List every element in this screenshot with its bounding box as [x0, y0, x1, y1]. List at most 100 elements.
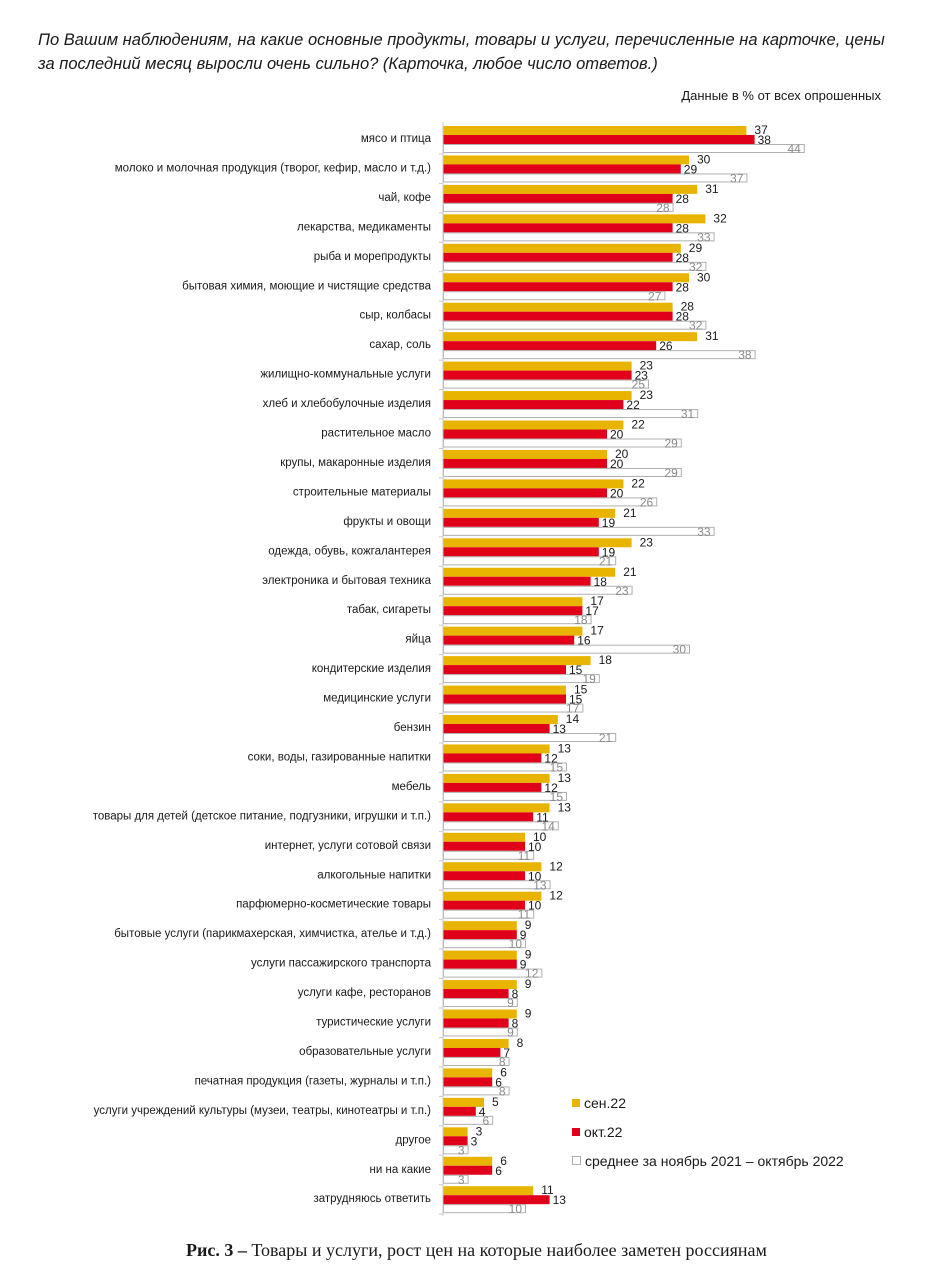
survey-question: По Вашим наблюдениям, на какие основные … [38, 31, 885, 73]
value-label-avg: 30 [673, 643, 687, 657]
bar-oct [443, 1136, 468, 1146]
bar-sep [443, 685, 566, 695]
category-label: алкогольные напитки [317, 869, 431, 881]
category-label: хлеб и хлебобулочные изделия [263, 398, 431, 410]
value-label-avg: 11 [518, 908, 531, 922]
chart-row: туристические услуги 989 [316, 1007, 532, 1040]
value-label-sep: 30 [697, 270, 711, 284]
units-note: Данные в % от всех опрошенных [681, 88, 881, 103]
category-label: кондитерские изделия [312, 663, 431, 675]
value-label-sep: 15 [574, 683, 588, 697]
value-label-sep: 23 [640, 535, 654, 549]
chart-row: образовательные услуги 878 [299, 1036, 523, 1069]
value-label-oct: 10 [528, 869, 542, 883]
chart-row: другое 333 [396, 1124, 483, 1157]
value-label-oct: 20 [610, 486, 624, 500]
value-label-oct: 13 [553, 1193, 567, 1207]
chart-row: товары для детей (детское питание, подгу… [93, 800, 572, 833]
bar-avg [443, 467, 682, 477]
value-label-oct: 11 [536, 810, 549, 824]
bar-sep [443, 508, 616, 518]
category-label: растительное масло [321, 428, 431, 440]
legend-label-sep: сен.22 [584, 1094, 626, 1111]
category-label: товары для детей (детское питание, подгу… [93, 810, 431, 822]
category-label: чай, кофе [378, 192, 431, 204]
value-label-sep: 37 [754, 123, 768, 137]
value-label-sep: 9 [525, 977, 532, 991]
legend-label-avg: среднее за ноябрь 2021 – октябрь 2022 [585, 1152, 844, 1169]
caption-prefix: Рис. 3 – [186, 1240, 247, 1260]
legend-item-oct: окт.22 [572, 1117, 844, 1146]
bar-oct [443, 871, 525, 881]
bar-oct [443, 341, 657, 351]
bar-oct [443, 1047, 501, 1057]
value-label-sep: 21 [623, 506, 637, 520]
category-label: сахар, соль [369, 339, 431, 351]
value-label-oct: 3 [471, 1134, 478, 1148]
value-label-avg: 23 [615, 584, 629, 598]
bar-avg [443, 173, 748, 183]
bar-oct [443, 1106, 476, 1116]
value-label-oct: 38 [758, 133, 772, 147]
legend-swatch-avg [572, 1156, 581, 1165]
value-label-oct: 10 [528, 840, 542, 854]
value-label-oct: 15 [569, 663, 583, 677]
value-label-oct: 15 [569, 693, 583, 707]
value-label-oct: 26 [659, 339, 673, 353]
value-label-oct: 19 [602, 516, 616, 530]
bar-avg [443, 438, 682, 448]
value-label-sep: 28 [681, 300, 695, 314]
value-label-avg: 25 [632, 378, 646, 392]
bar-sep [443, 950, 517, 960]
value-label-oct: 28 [676, 280, 690, 294]
value-label-sep: 23 [640, 388, 654, 402]
value-label-sep: 12 [549, 889, 563, 903]
category-label: рыба и морепродукты [314, 251, 431, 263]
bar-oct [443, 841, 525, 851]
chart-row: строительные материалы 22 20 26 [293, 476, 658, 509]
category-label: туристические услуги [316, 1017, 431, 1029]
value-label-sep: 17 [590, 624, 604, 638]
bar-oct [443, 1195, 550, 1205]
value-label-oct: 23 [635, 369, 649, 383]
bar-sep [443, 361, 632, 371]
legend-item-sep: сен.22 [572, 1088, 844, 1117]
value-label-sep: 32 [713, 211, 727, 225]
bar-avg [443, 144, 805, 153]
value-label-sep: 30 [697, 152, 711, 166]
value-label-oct: 20 [610, 428, 624, 442]
value-label-sep: 17 [590, 594, 604, 608]
value-label-avg: 44 [787, 142, 801, 156]
value-label-avg: 33 [697, 525, 711, 539]
bar-sep [443, 567, 616, 577]
chart-row: чай, кофе 31 28 28 [378, 182, 718, 215]
value-label-oct: 7 [503, 1046, 510, 1060]
value-label-avg: 11 [518, 849, 531, 863]
value-label-avg: 32 [689, 319, 703, 333]
value-label-avg: 3 [458, 1143, 465, 1157]
legend-swatch-oct [572, 1127, 580, 1136]
category-label: другое [396, 1134, 431, 1146]
value-label-avg: 9 [507, 996, 514, 1010]
bar-sep [443, 832, 525, 842]
value-label-avg: 15 [550, 760, 564, 774]
bar-avg [443, 379, 649, 389]
bar-avg [443, 703, 584, 713]
value-label-oct: 8 [512, 987, 519, 1001]
category-label: бензин [394, 722, 431, 734]
value-label-avg: 31 [681, 407, 695, 421]
value-label-avg: 37 [730, 171, 744, 185]
value-label-oct: 9 [520, 958, 527, 972]
value-label-oct: 22 [626, 398, 640, 412]
bar-oct [443, 488, 607, 498]
value-label-avg: 8 [499, 1084, 506, 1098]
category-label: бытовые услуги (парикмахерская, химчистк… [114, 928, 431, 940]
